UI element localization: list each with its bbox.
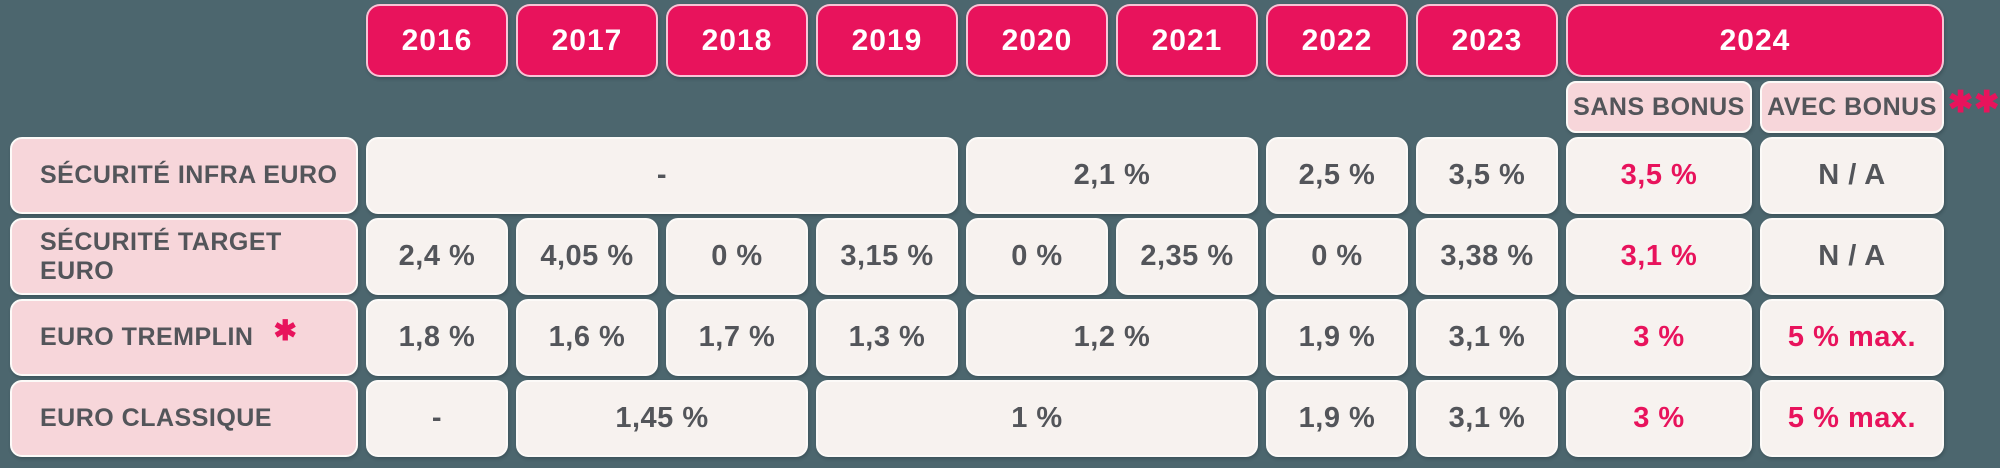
asterisk-icon: ✱ [273, 315, 298, 346]
rate-cell: 2,1 % [966, 137, 1258, 214]
year-header-2019: 2019 [816, 4, 958, 77]
year-header-2016: 2016 [366, 4, 508, 77]
rate-cell: 1,6 % [516, 299, 658, 376]
rate-cell-avec-bonus: N / A [1760, 218, 1944, 295]
year-header-2022: 2022 [1266, 4, 1408, 77]
rate-cell: 3,15 % [816, 218, 958, 295]
rate-cell: 1,45 % [516, 380, 808, 457]
row-label-text: EURO TREMPLIN [40, 323, 254, 351]
rate-cell: 2,4 % [366, 218, 508, 295]
rate-cell: 3,1 % [1416, 380, 1558, 457]
rate-cell: 1,9 % [1266, 299, 1408, 376]
rate-cell-avec-bonus: 5 % max. [1760, 299, 1944, 376]
rate-cell-avec-bonus: 5 % max. [1760, 380, 1944, 457]
rate-cell: 1,9 % [1266, 380, 1408, 457]
year-header-2020: 2020 [966, 4, 1108, 77]
rate-cell: 1,3 % [816, 299, 958, 376]
rate-cell-sans-bonus: 3,5 % [1566, 137, 1752, 214]
row-label-securite-target-euro: SÉCURITÉ TARGET EURO [10, 218, 358, 295]
row-label-euro-classique: EURO CLASSIQUE [10, 380, 358, 457]
rate-cell-sans-bonus: 3 % [1566, 380, 1752, 457]
row-label-euro-tremplin: EURO TREMPLIN ✱ [10, 299, 358, 376]
rate-cell: 1,2 % [966, 299, 1258, 376]
rate-cell: 0 % [966, 218, 1108, 295]
rate-cell: 4,05 % [516, 218, 658, 295]
row-label-text: SÉCURITÉ TARGET EURO [40, 227, 282, 285]
row-label-text: EURO CLASSIQUE [40, 404, 273, 432]
rates-grid: 2016 2017 2018 2019 2020 2021 2022 2023 … [10, 4, 1944, 457]
rate-cell: 3,1 % [1416, 299, 1558, 376]
row-label-text: SÉCURITÉ INFRA EURO [40, 161, 338, 189]
year-header-2021: 2021 [1116, 4, 1258, 77]
year-header-2018: 2018 [666, 4, 808, 77]
rate-cell: 1 % [816, 380, 1258, 457]
rate-cell: 2,35 % [1116, 218, 1258, 295]
rate-cell: 0 % [666, 218, 808, 295]
rate-cell: - [366, 137, 958, 214]
year-header-2017: 2017 [516, 4, 658, 77]
rate-cell: 0 % [1266, 218, 1408, 295]
rate-cell: 1,7 % [666, 299, 808, 376]
avec-bonus-header: AVEC BONUS [1760, 81, 1944, 133]
double-asterisk-icon: ✱✱ [1948, 86, 2000, 119]
rate-cell-sans-bonus: 3,1 % [1566, 218, 1752, 295]
rate-cell: 3,5 % [1416, 137, 1558, 214]
rate-cell-avec-bonus: N / A [1760, 137, 1944, 214]
rate-cell: 1,8 % [366, 299, 508, 376]
rate-cell: 3,38 % [1416, 218, 1558, 295]
row-label-securite-infra-euro: SÉCURITÉ INFRA EURO [10, 137, 358, 214]
sans-bonus-header: SANS BONUS [1566, 81, 1752, 133]
year-header-2023: 2023 [1416, 4, 1558, 77]
rate-cell: 2,5 % [1266, 137, 1408, 214]
rate-cell-sans-bonus: 3 % [1566, 299, 1752, 376]
rate-cell: - [366, 380, 508, 457]
year-header-2024: 2024 [1566, 4, 1944, 77]
